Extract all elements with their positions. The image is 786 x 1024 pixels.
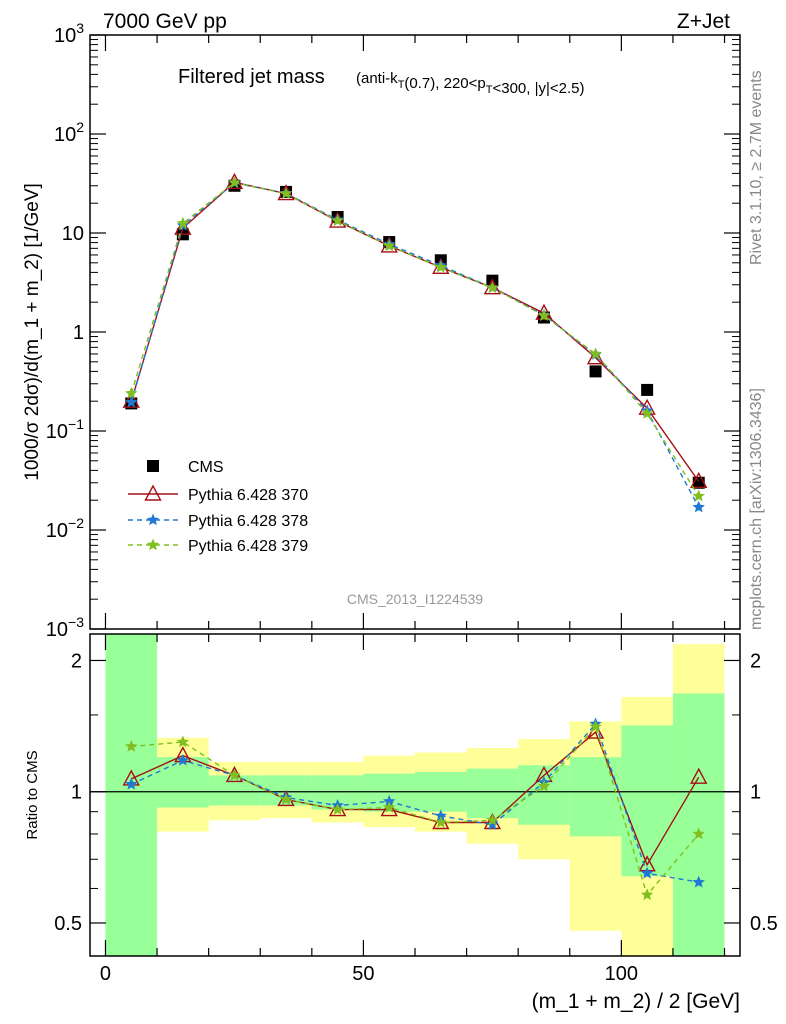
series-3 [125,176,705,502]
data-point [434,260,447,273]
ratio-point [228,768,241,781]
y-tick-label: 102 [54,119,84,146]
legend: CMS Pythia 6.428 370 Pythia 6.428 378 Pythi… [128,459,308,555]
y-tick-label: 10−2 [46,515,84,542]
ratio-point [176,753,189,766]
data-point [537,309,551,321]
ratio-point [537,779,551,792]
main-y-axis-label: 1000/σ 2dσ)/d(m_1 + m_2) [1/GeV] [22,183,43,481]
green-band-bin [157,757,209,808]
main-watermark: CMS_2013_I1224539 [347,591,483,607]
ratio-y-axis-label: Ratio to CMS [24,750,41,839]
x-tick-label: 0 [100,963,111,985]
header-left: 7000 GeV pp [103,10,227,33]
ratio-point [641,888,654,901]
ratio-point [690,767,708,784]
ratio-point [279,793,293,805]
ratio-y-tick-label-right: 0.5 [750,913,778,935]
ratio-point [383,794,396,807]
data-point [589,347,602,360]
y-tick-label: 1 [73,322,84,344]
ratio-point [331,803,344,815]
main-subtitle: (anti-kT(0.7), 220<pT<300, |y|<2.5) [356,70,585,97]
x-tick-label: 50 [352,963,374,985]
data-point [641,407,654,419]
ratio-y-tick-label-right: 1 [750,782,761,804]
ratio-point [692,827,705,840]
data-point [383,239,396,252]
ratio-point [176,735,189,748]
green-band-bin [672,693,725,956]
data-point [228,176,241,188]
ratio-point [692,875,705,888]
ratio-y-tick-label: 1 [71,782,82,804]
data-point [692,500,705,513]
green-band-bin [105,634,158,956]
series-1 [122,172,708,489]
header-right: Z+Jet [677,10,730,33]
legend-marker [146,513,160,526]
legend-label: CMS [188,459,224,476]
ratio-y-tick-label-right: 2 [750,650,761,672]
x-axis-label: (m_1 + m_2) / 2 [GeV] [532,990,740,1013]
ratio-point [383,801,396,813]
data-point [279,187,293,199]
data-point [586,348,605,365]
ratio-series [122,717,708,901]
ratio-point [434,816,447,828]
data-point [692,489,705,502]
main-panel-frame [89,34,741,630]
y-tick-label: 10 [62,223,84,245]
ratio-point [125,777,138,790]
series-0 [125,179,705,489]
ratio-point [486,813,499,826]
legend-label: Pythia 6.428 378 [188,513,308,530]
side-mcplots: mcplots.cern.ch [arXiv:1306.3436] [748,388,765,630]
legend-marker [144,484,162,501]
green-band-bin [208,775,261,806]
main-series [122,172,708,513]
legend-label: Pythia 6.428 379 [188,538,308,555]
ratio-point [486,818,499,830]
data-point [125,395,138,408]
green-band-bin [569,757,622,837]
main-title: Filtered jet mass [178,66,325,88]
data-point [125,386,138,399]
x-tick-label: 100 [605,963,638,985]
data-point [176,216,189,229]
ratio-point [589,720,602,732]
ratio-series-2 [125,720,705,901]
ratio-panel-ticks: 0.5 0.5 1 1 2 2 0 50 100 [54,634,778,985]
ratio-point [380,800,398,817]
ratio-point [641,866,654,879]
data-point [589,365,602,378]
ratio-line [131,722,699,883]
ratio-line [131,725,700,897]
series-line [130,181,700,497]
legend-marker [147,460,159,472]
ratio-point [434,809,447,822]
y-tick-label: 10−1 [46,416,84,443]
ratio-point [125,740,138,752]
data-point [690,471,708,489]
data-point [331,214,344,226]
ratio-y-tick-label: 0.5 [54,913,82,935]
data-point [486,281,499,293]
series-line [130,181,700,482]
green-band-bin [518,765,570,825]
data-point [174,218,192,235]
ratio-y-tick-label: 2 [71,650,82,672]
y-tick-label: 103 [54,20,84,47]
y-tick-label: 10−3 [46,614,84,641]
ratio-panel-frame [89,633,741,957]
legend-marker [146,538,160,551]
side-rivet: Rivet 3.1.10, ≥ 2.7M events [748,70,765,265]
data-point [535,303,553,320]
ratio-bands [105,634,725,956]
data-point [641,383,654,396]
green-band-bin [621,725,673,877]
legend-label: Pythia 6.428 370 [188,487,308,504]
